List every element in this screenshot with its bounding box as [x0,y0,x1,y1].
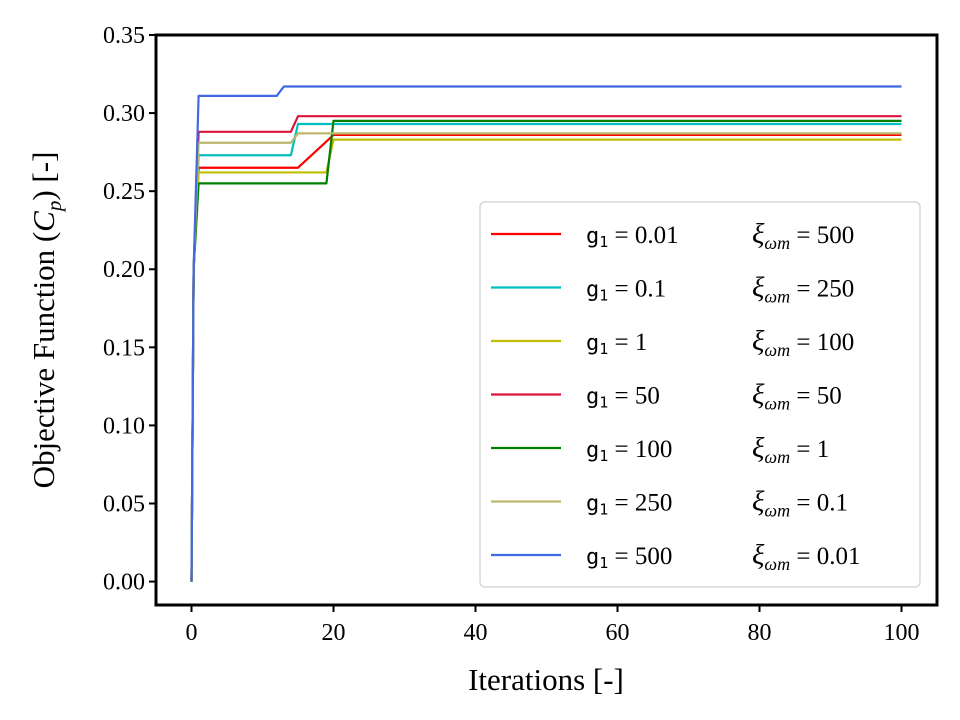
legend-xi-symbol: ξ [752,539,765,571]
legend-g-value: = 0.1 [608,276,666,303]
legend-g-subscript: 1 [599,447,608,465]
legend-xi-label: ξωm = 500 [752,218,854,253]
x-tick-label: 60 [606,620,630,646]
legend-xi-value: = 250 [790,276,854,303]
y-axis-label-suffix: ) [-] [26,152,61,201]
legend-g-value: = 1 [608,329,647,356]
legend-xi-label: ξωm = 50 [752,379,842,414]
y-tick-label: 0.20 [103,257,145,283]
legend-item: g1 = 0.1 ξωm = 250 [491,272,854,307]
legend-item: g1 = 0.01 ξωm = 500 [491,218,854,253]
y-tick-label: 0.25 [103,179,145,205]
y-axis-ticks: 0.00 0.05 0.10 0.15 0.20 0.25 0.30 0.35 [103,23,156,596]
legend-g-label: g1 = 100 [586,436,672,465]
legend-g-symbol: g [586,278,599,303]
legend-g-label: g1 = 500 [586,543,672,572]
x-axis-label: Iterations [-] [468,662,624,697]
legend-g-value: = 500 [608,543,672,570]
x-axis-ticks: 0 20 40 60 80 100 [186,605,920,646]
legend-g-subscript: 1 [599,287,608,305]
legend-xi-value: = 100 [790,329,854,356]
legend-xi-subscript: ωm [764,447,790,467]
y-tick-label: 0.00 [103,570,145,596]
legend-g-subscript: 1 [599,554,608,572]
legend-xi-symbol: ξ [752,218,765,250]
x-tick-label: 100 [884,620,920,646]
legend-g-value: = 100 [608,436,672,463]
legend-xi-value: = 50 [790,383,842,410]
legend-item: g1 = 250 ξωm = 0.1 [491,486,848,521]
plot-frame [154,33,939,607]
x-tick-label: 0 [186,620,198,646]
legend-xi-symbol: ξ [752,379,765,411]
legend-xi-symbol: ξ [752,325,765,357]
y-axis-label-symbol: C [26,211,61,232]
series-layer [190,85,902,582]
legend-xi-label: ξωm = 250 [752,272,854,307]
legend-g-label: g1 = 250 [586,490,672,519]
legend-g-subscript: 1 [599,501,608,519]
legend-xi-value: = 0.1 [790,490,848,517]
legend-item: g1 = 50 ξωm = 50 [491,379,842,414]
legend-g-label: g1 = 1 [586,329,647,358]
y-tick-label: 0.30 [103,101,145,127]
legend-xi-label: ξωm = 0.1 [752,486,848,521]
legend-xi-label: ξωm = 1 [752,432,829,467]
y-tick-label: 0.10 [103,413,145,439]
legend-g-symbol: g [586,331,599,356]
legend-item: g1 = 500 ξωm = 0.01 [491,539,861,574]
legend-g-symbol: g [586,438,599,463]
legend-xi-value: = 500 [790,222,854,249]
legend-xi-subscript: ωm [764,233,790,253]
legend-g-symbol: g [586,545,599,570]
legend-g-value: = 50 [608,383,660,410]
legend-xi-symbol: ξ [752,432,765,464]
legend-g-label: g1 = 50 [586,383,660,412]
legend-xi-value: = 1 [790,436,829,463]
legend-g-value: = 0.01 [608,222,678,249]
legend-xi-subscript: ωm [764,287,790,307]
legend-g-subscript: 1 [599,233,608,251]
legend-g-subscript: 1 [599,394,608,412]
x-tick-label: 40 [464,620,488,646]
y-axis-label: Objective Function (Cp) [-] [26,152,66,489]
legend-item: g1 = 1 ξωm = 100 [491,325,854,360]
legend-g-value: = 250 [608,490,672,517]
legend-xi-subscript: ωm [764,394,790,414]
y-tick-label: 0.05 [103,491,145,517]
legend-xi-subscript: ωm [764,501,790,521]
legend-g-symbol: g [586,385,599,410]
legend-xi-label: ξωm = 0.01 [752,539,861,574]
y-axis-label-prefix: Objective Function ( [26,232,61,489]
legend-xi-subscript: ωm [764,340,790,360]
y-axis-label-subscript: p [42,201,66,214]
legend-xi-symbol: ξ [752,272,765,304]
legend-g-label: g1 = 0.01 [586,222,679,251]
legend-item: g1 = 100 ξωm = 1 [491,432,829,467]
legend-g-subscript: 1 [599,340,608,358]
legend-xi-symbol: ξ [752,486,765,518]
x-tick-label: 20 [322,620,346,646]
series-line-7 [190,85,902,582]
legend-g-symbol: g [586,492,599,517]
legend-xi-label: ξωm = 100 [752,325,854,360]
legend-xi-value: = 0.01 [790,543,860,570]
legend-box [479,201,921,588]
legend-g-label: g1 = 0.1 [586,276,666,305]
y-tick-label: 0.35 [103,23,145,49]
y-tick-label: 0.15 [103,335,145,361]
legend-xi-subscript: ωm [764,554,790,574]
legend-g-symbol: g [586,224,599,249]
x-tick-label: 80 [748,620,772,646]
